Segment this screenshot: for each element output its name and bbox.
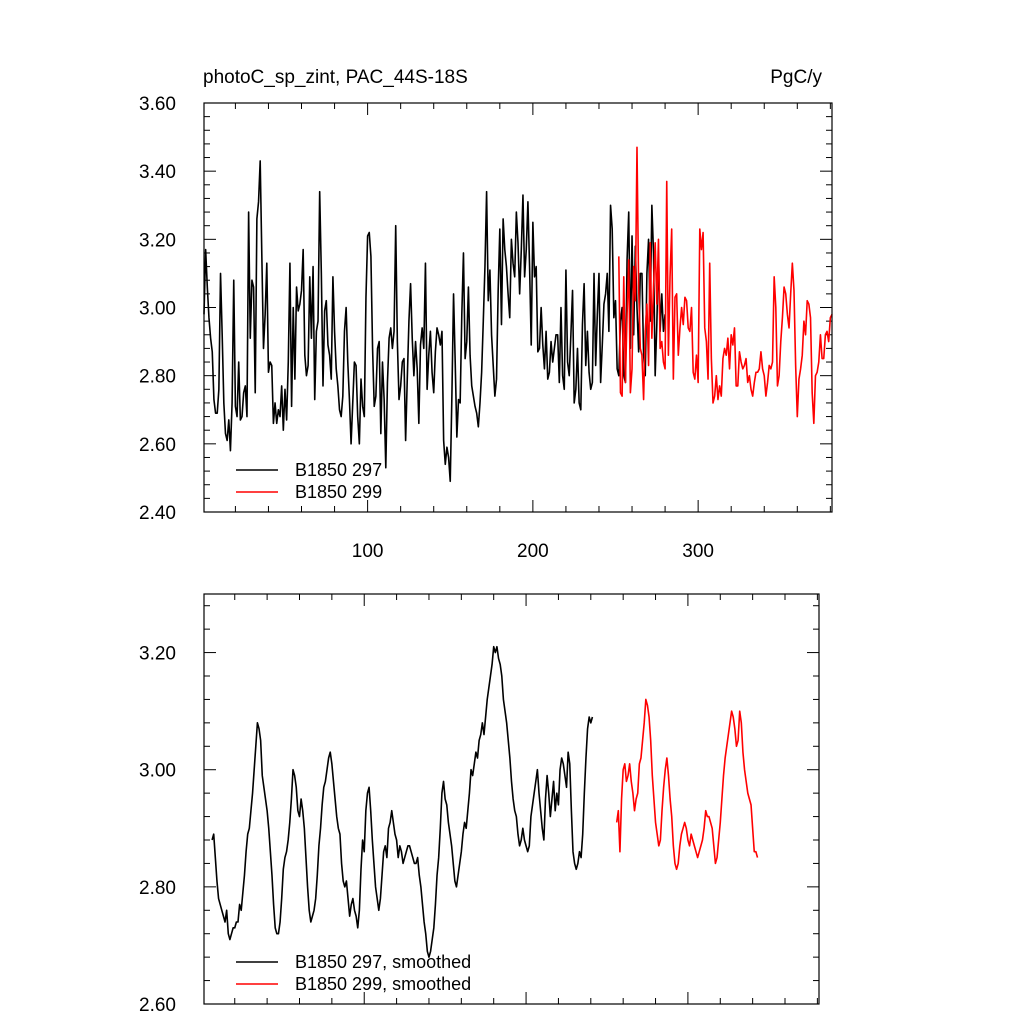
x-tick-label: 100 <box>352 541 384 562</box>
y-tick-label: 3.00 <box>139 299 176 320</box>
y-tick-label: 3.00 <box>139 761 176 782</box>
legend-label-b1850-299: B1850 299 <box>295 482 382 502</box>
y-tick-label: 2.60 <box>139 995 176 1016</box>
top-panel-x-tick-labels: 100 200 300 <box>352 541 714 562</box>
y-tick-label: 2.40 <box>139 503 176 524</box>
legend-label-b1850-299-smoothed: B1850 299, smoothed <box>295 974 471 994</box>
legend-label-b1850-297-smoothed: B1850 297, smoothed <box>295 952 471 972</box>
y-tick-label: 2.80 <box>139 367 176 388</box>
bottom-panel-series <box>211 645 759 958</box>
x-tick-label: 200 <box>517 541 549 562</box>
y-tick-label: 3.20 <box>139 644 176 665</box>
bottom-panel-legend: B1850 297, smoothed B1850 299, smoothed <box>236 952 471 994</box>
top-panel-series <box>203 146 833 483</box>
top-panel-units: PgC/y <box>770 67 822 88</box>
bottom-panel-y-tick-labels: 2.60 2.80 3.00 3.20 <box>139 644 176 1016</box>
top-panel-title: photoC_sp_zint, PAC_44S-18S <box>203 67 468 88</box>
bottom-panel: 2.60 2.80 3.00 3.20 B1850 297, smoothed B18… <box>139 593 820 1016</box>
top-panel-legend: B1850 297 B1850 299 <box>236 460 382 502</box>
series-line-b1850-297-smoothed <box>211 645 594 958</box>
top-panel-y-tick-labels: 2.40 2.60 2.80 3.00 3.20 3.40 3.60 <box>139 94 176 524</box>
bottom-panel-ticks <box>204 594 819 1005</box>
y-tick-label: 3.20 <box>139 230 176 251</box>
bottom-panel-frame <box>203 593 820 1005</box>
y-tick-label: 3.60 <box>139 94 176 115</box>
y-tick-label: 2.60 <box>139 435 176 456</box>
top-panel-frame <box>203 102 833 513</box>
y-tick-label: 2.80 <box>139 878 176 899</box>
y-tick-label: 3.40 <box>139 162 176 183</box>
x-tick-label: 300 <box>682 541 714 562</box>
top-panel: photoC_sp_zint, PAC_44S-18S PgC/y 2.402.… <box>139 67 833 562</box>
series-line-b1850-299-smoothed <box>615 698 759 871</box>
legend-label-b1850-297: B1850 297 <box>295 460 382 480</box>
series-line-b1850-299 <box>618 146 833 425</box>
series-line-b1850-297 <box>203 160 666 483</box>
